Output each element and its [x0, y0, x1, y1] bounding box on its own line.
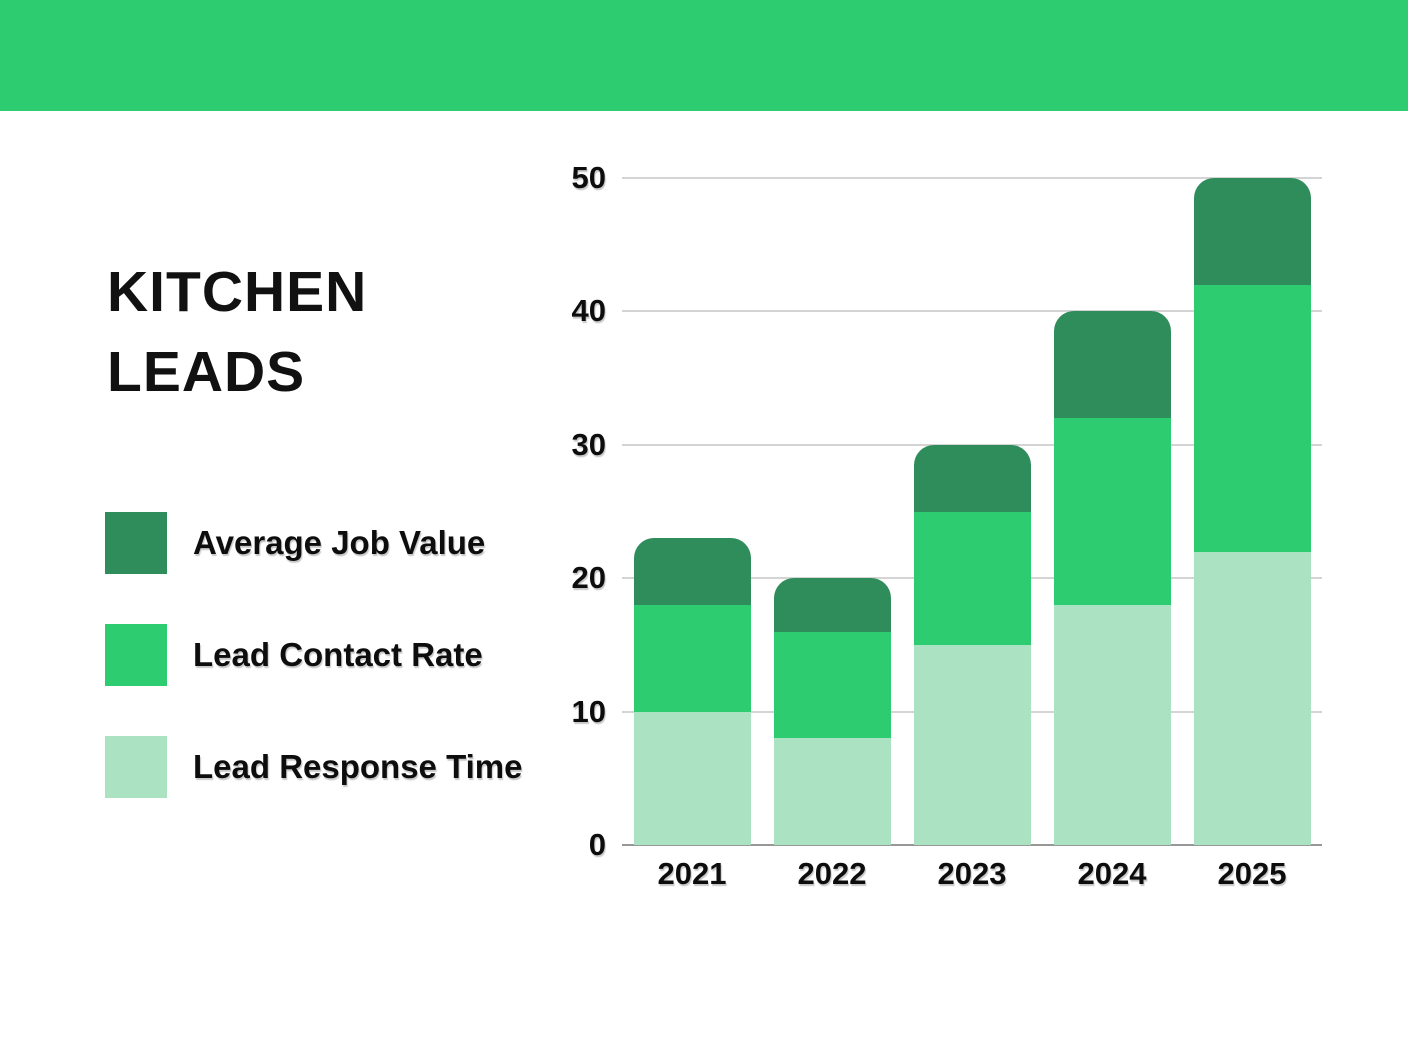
legend-item-average-job-value: Average Job Value — [105, 512, 523, 574]
legend: Average Job Value Lead Contact Rate Lead R… — [105, 512, 523, 848]
legend-label: Average Job Value — [193, 524, 486, 561]
x-axis-labels: 2021 2022 2023 2024 2025 — [622, 856, 1322, 896]
legend-swatch-icon — [105, 736, 167, 798]
y-tick-label-30: 30 — [571, 426, 606, 462]
bar-segment-average-job-value-2021 — [633, 538, 751, 605]
chart-title-line1: KITCHEN — [107, 260, 368, 324]
bar-chart-plot-area — [622, 177, 1322, 846]
gridline-40 — [622, 310, 1322, 313]
x-tick-label-2023: 2023 — [937, 856, 1007, 891]
chart-title-line2: LEADS — [107, 340, 306, 404]
legend-item-lead-contact-rate: Lead Contact Rate — [105, 624, 523, 686]
x-axis-baseline — [622, 844, 1322, 846]
y-tick-label-40: 40 — [571, 293, 606, 329]
y-tick-label-0: 0 — [588, 827, 606, 862]
bar-segment-lead-contact-rate-2025 — [1193, 284, 1311, 552]
bar-segment-lead-contact-rate-2023 — [913, 511, 1031, 645]
legend-item-lead-response-time: Lead Response Time — [105, 736, 523, 798]
gridline-50 — [622, 177, 1322, 179]
x-tick-label-2021: 2021 — [657, 856, 727, 891]
chart-title: KITCHEN LEADS — [107, 252, 367, 412]
bar-segment-average-job-value-2025 — [1193, 178, 1311, 285]
bar-segment-lead-response-time-2021 — [633, 711, 751, 845]
legend-swatch-icon — [105, 512, 167, 574]
bar-segment-lead-response-time-2025 — [1193, 551, 1311, 845]
legend-label: Lead Contact Rate — [193, 636, 483, 673]
bar-segment-lead-response-time-2022 — [773, 738, 891, 845]
y-axis-labels: 0 10 20 30 40 50 — [500, 162, 606, 861]
bar-segment-lead-response-time-2024 — [1053, 604, 1171, 845]
bar-segment-lead-contact-rate-2022 — [773, 631, 891, 739]
y-tick-label-10: 10 — [571, 693, 606, 729]
top-banner — [0, 0, 1408, 111]
bar-segment-average-job-value-2022 — [773, 578, 891, 632]
y-tick-label-20: 20 — [571, 560, 606, 596]
x-tick-label-2025: 2025 — [1217, 856, 1287, 891]
bar-segment-average-job-value-2023 — [913, 444, 1031, 512]
x-tick-label-2024: 2024 — [1077, 856, 1147, 891]
y-tick-label-50: 50 — [571, 160, 606, 195]
legend-swatch-icon — [105, 624, 167, 686]
x-tick-label-2022: 2022 — [797, 856, 867, 891]
legend-label: Lead Response Time — [193, 748, 523, 785]
bar-segment-average-job-value-2024 — [1053, 311, 1171, 419]
bar-segment-lead-contact-rate-2024 — [1053, 418, 1171, 605]
bar-segment-lead-response-time-2023 — [913, 644, 1031, 845]
bar-segment-lead-contact-rate-2021 — [633, 604, 751, 712]
gridline-30 — [622, 443, 1322, 446]
